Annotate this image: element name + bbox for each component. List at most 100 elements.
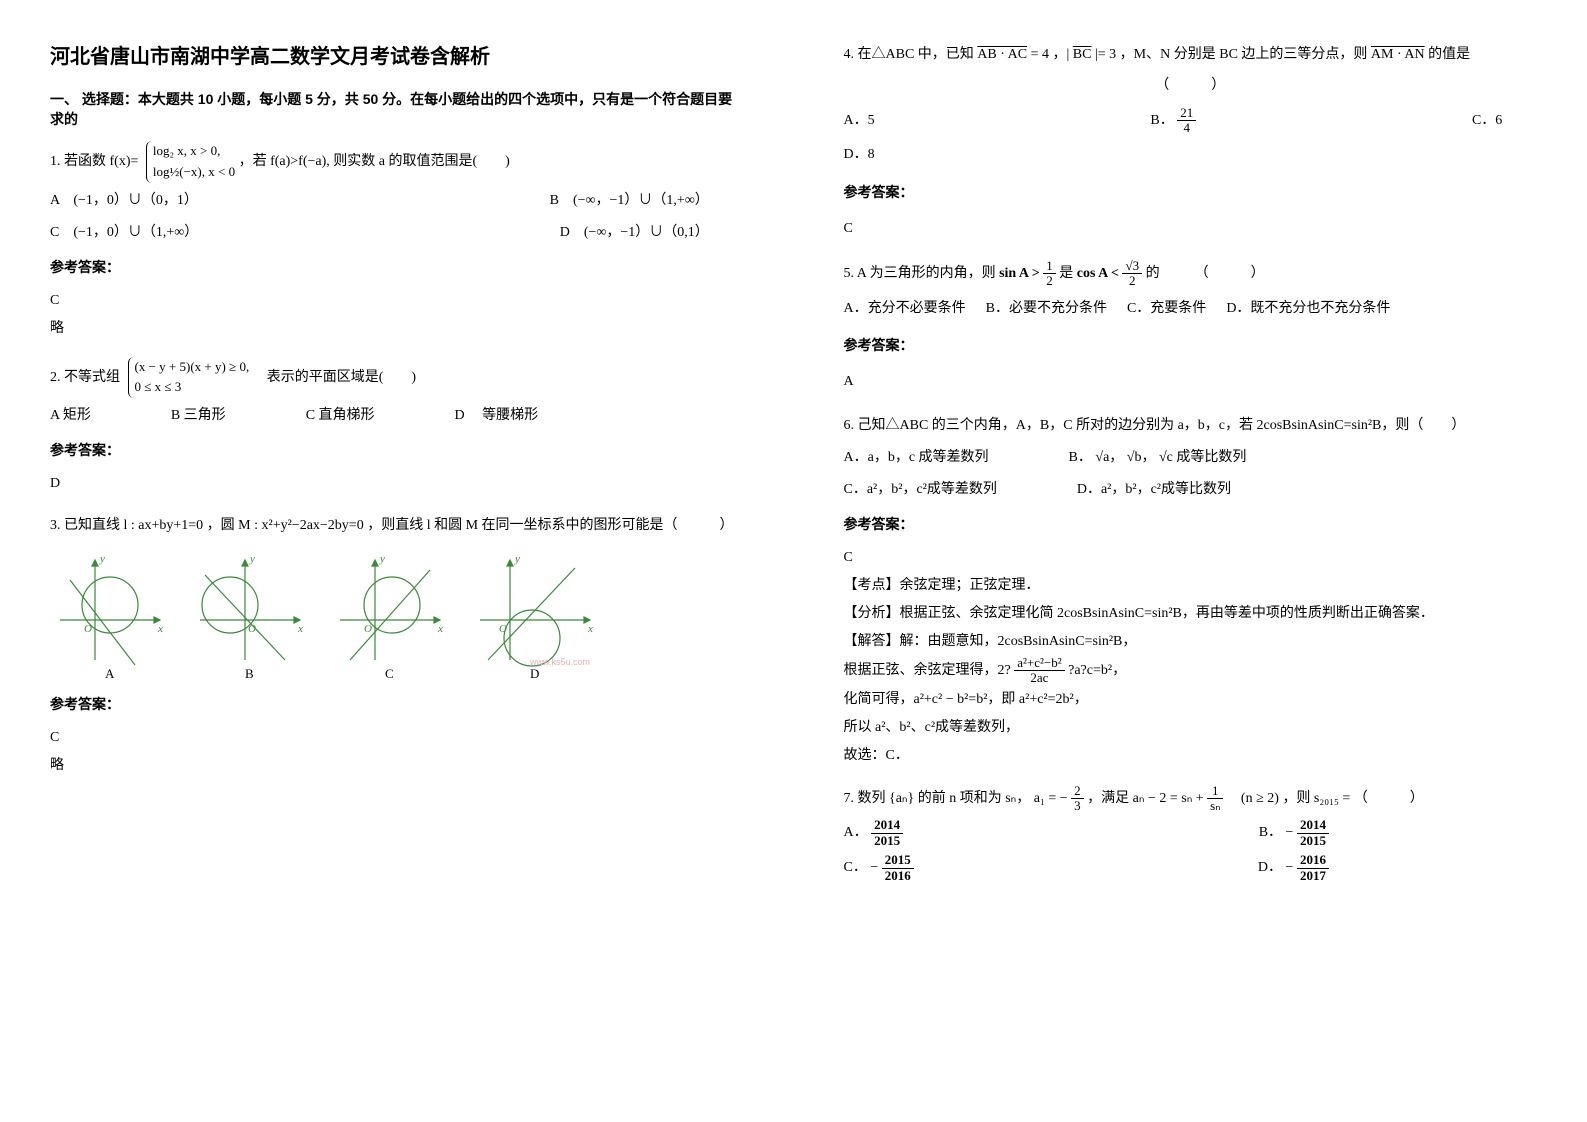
q5-suffix: 的 （ ） <box>1146 266 1265 281</box>
q7-row2: C． − 2015 2016 D． − 2016 2017 <box>844 853 1329 884</box>
q5-half-den: 2 <box>1043 274 1056 288</box>
q7-A-frac: 2014 2015 <box>871 818 903 848</box>
q5-r3-den: 2 <box>1122 274 1142 288</box>
q6-opts2: C．a²，b²，c²成等差数列 D．a²，b²，c²成等比数列 <box>844 476 1538 504</box>
page-title: 河北省唐山市南湖中学高二数学文月考试卷含解析 <box>50 40 744 69</box>
q1-optD: D (−∞，−1）∪（0,1） <box>560 219 709 247</box>
svg-text:y: y <box>99 553 105 565</box>
q4-suffix: 的值是 <box>1428 47 1470 62</box>
q3-figD: y x O D www.ks5u.com <box>470 550 600 680</box>
svg-text:x: x <box>157 623 163 635</box>
q5-optB: B．必要不充分条件 <box>986 294 1107 325</box>
q6-kd: 【考点】余弦定理；正弦定理． <box>844 572 1538 600</box>
q3-figA-label: A <box>105 666 115 680</box>
q3-expl: 略 <box>50 752 744 780</box>
q6-optB-ra: √a <box>1095 450 1109 465</box>
q7-C-pre: C． <box>844 860 867 875</box>
q2-optD: D 等腰梯形 <box>455 402 539 430</box>
q1-optB: B (−∞，−1）∪（1,+∞） <box>550 187 709 215</box>
q7-optD: D． − 2016 2017 <box>1258 853 1329 884</box>
q2-piece1: (x − y + 5)(x + y) ≥ 0, <box>135 357 250 378</box>
q2-optC: C 直角梯形 <box>306 402 375 430</box>
q2-opts: A 矩形 B 三角形 C 直角梯形 D 等腰梯形 <box>50 402 744 430</box>
q6-jd-l2: 化简可得，a²+c² − b²=b²，即 a²+c²=2b²， <box>844 686 1538 714</box>
q7-optA: A． 2014 2015 <box>844 818 904 849</box>
q5-r3: √3 2 <box>1122 259 1142 289</box>
q4-eq4: = 4 ，| <box>1031 47 1070 62</box>
q5-optA: A．充分不必要条件 <box>844 294 966 325</box>
q1-prefix: 1. 若函数 f(x)= <box>50 154 138 169</box>
q7-B-frac: 2014 2015 <box>1297 818 1329 848</box>
q7-row1: A． 2014 2015 B． − 2014 2015 <box>844 818 1329 849</box>
q6-optC: C．a²，b²，c²成等差数列 <box>844 476 997 504</box>
q7-C-den: 2016 <box>882 869 914 883</box>
q7-prefix: 7. 数列 {aₙ} 的前 n 项和为 sₙ， <box>844 791 1031 806</box>
q7-D-pre: D． <box>1258 860 1282 875</box>
q1-optA: A (−1，0）∪（0，1） <box>50 187 198 215</box>
q4-ans: C <box>844 214 1538 245</box>
q6-line: 6. 己知△ABC 的三个内角，A，B，C 所对的边分别为 a，b，c，若 2c… <box>844 412 1538 440</box>
q4-optB-den: 4 <box>1177 121 1196 135</box>
q1-piece2: log½(−x), x < 0 <box>153 162 235 183</box>
q6-jd-frac-den: 2ac <box>1014 671 1064 685</box>
q4-optB-frac: 21 4 <box>1177 106 1196 136</box>
q3-figB-label: B <box>245 666 254 680</box>
svg-text:y: y <box>249 553 255 565</box>
q4-optB-num: 21 <box>1177 106 1196 121</box>
q7-a1-num: 2 <box>1071 784 1084 799</box>
svg-text:y: y <box>379 553 385 565</box>
q7-B-den: 2015 <box>1297 834 1329 848</box>
question-4: 4. 在△ABC 中，已知 AB · AC = 4 ，| BC |= 3 ，M、… <box>844 40 1538 245</box>
q5-half: 1 2 <box>1043 259 1056 289</box>
q2-suffix: 表示的平面区域是( ) <box>253 370 416 385</box>
q4-prefix: 4. 在△ABC 中，已知 <box>844 47 978 62</box>
q7-A-pre: A． <box>844 825 868 840</box>
q7-rec-pre: aₙ − 2 = sₙ + <box>1133 791 1208 806</box>
q3-figB: y x O B <box>190 550 310 680</box>
q6-optB-rb: √b <box>1127 450 1142 465</box>
q7-optC: C． − 2015 2016 <box>844 853 914 884</box>
q6-optA: A．a，b，c 成等差数列 <box>844 444 989 472</box>
q2-prefix: 2. 不等式组 <box>50 370 120 385</box>
q5-ans: A <box>844 367 1538 398</box>
q6-jd-l4: 故选：C． <box>844 742 1538 770</box>
q5-half-num: 1 <box>1043 259 1056 274</box>
q7-C-num: 2015 <box>882 853 914 868</box>
q4-abac: AB · AC <box>977 47 1027 62</box>
q6-jd-l1-suf: ?a?c=b²， <box>1068 663 1126 678</box>
q1-optC: C (−1，0）∪（1,+∞） <box>50 219 198 247</box>
q7-D-sign: − <box>1286 860 1294 875</box>
q7-D-num: 2016 <box>1297 853 1329 868</box>
q2-optB: B 三角形 <box>171 402 226 430</box>
q1-row1: A (−1，0）∪（0，1） B (−∞，−1）∪（1,+∞） <box>50 187 709 215</box>
q5-sinA-pre: sin A > <box>999 266 1043 281</box>
question-3: 3. 已知直线 l : ax+by+1=0 ，圆 M : x²+y²−2ax−2… <box>50 512 744 780</box>
q6-opts1: A．a，b，c 成等差数列 B． √a， √b， √c 成等比数列 <box>844 444 1538 472</box>
right-column: 4. 在△ABC 中，已知 AB · AC = 4 ，| BC |= 3 ，M、… <box>794 0 1587 1122</box>
q2-piece2: 0 ≤ x ≤ 3 <box>135 377 250 398</box>
question-5: 5. A 为三角形的内角，则 sin A > 1 2 是 cos A < √3 … <box>844 259 1538 398</box>
q6-jd-l1: 根据正弦、余弦定理得，2? a²+c²−b² 2ac ?a?c=b²， <box>844 656 1538 686</box>
q7-rec-frac: 1 sₙ <box>1207 784 1223 814</box>
svg-text:x: x <box>587 623 593 635</box>
q1-expl: 略 <box>50 315 744 343</box>
question-7: 7. 数列 {aₙ} 的前 n 项和为 sₙ， a₁ = − 2 3 ，满足 a… <box>844 784 1538 884</box>
question-2: 2. 不等式组 (x − y + 5)(x + y) ≥ 0, 0 ≤ x ≤ … <box>50 357 744 499</box>
q5-mid: 是 <box>1059 266 1077 281</box>
q4-ans-heading: 参考答案： <box>844 177 1538 208</box>
svg-text:O: O <box>84 623 92 635</box>
q6-ans-heading: 参考答案： <box>844 510 1538 538</box>
q3-line: 3. 已知直线 l : ax+by+1=0 ，圆 M : x²+y²−2ax−2… <box>50 512 744 540</box>
q1-piece1: log₂ x, x > 0, <box>153 141 235 162</box>
q4-bc: BC <box>1073 47 1092 62</box>
q4-optC: C．6 <box>1472 106 1502 137</box>
q7-B-sign: − <box>1286 825 1294 840</box>
q1-ans: C <box>50 287 744 315</box>
q6-ans: C <box>844 544 1538 572</box>
svg-text:O: O <box>248 623 256 635</box>
q4-optB: B． 21 4 <box>1150 106 1196 137</box>
q7-suffix: ，则 s₂₀₁₅ = （ ） <box>1282 791 1423 806</box>
q6-optB: B． √a， √b， √c 成等比数列 <box>1069 444 1247 472</box>
q4-optD: D．8 <box>844 140 1538 171</box>
q1-piecewise: log₂ x, x > 0, log½(−x), x < 0 <box>146 141 235 183</box>
